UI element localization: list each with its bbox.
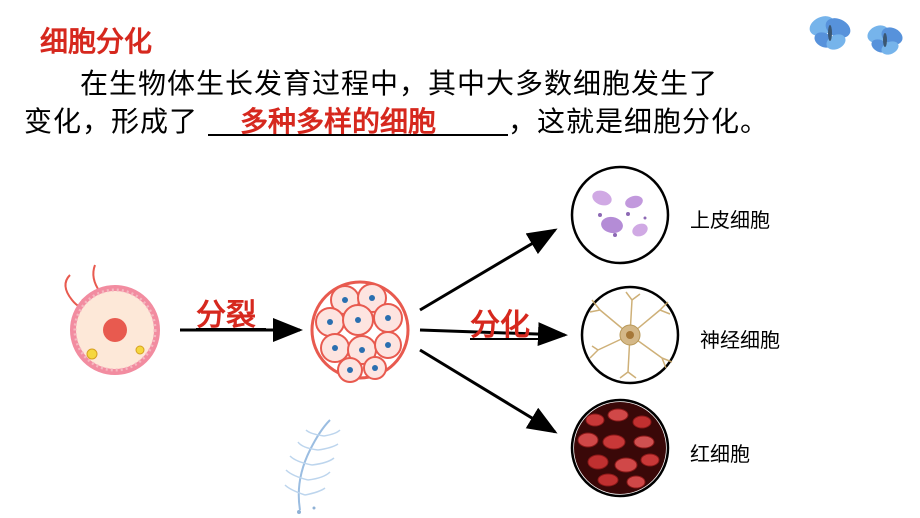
division-label-underline bbox=[196, 328, 266, 330]
butterfly-decoration-1 bbox=[806, 12, 853, 52]
morula-cell-cluster bbox=[312, 282, 408, 382]
zygote-cell bbox=[65, 265, 157, 372]
differentiation-label-underline bbox=[470, 338, 540, 340]
rbc-label: 红细胞 bbox=[690, 438, 750, 467]
neuron-label: 神经细胞 bbox=[700, 324, 780, 353]
butterfly-decoration-2 bbox=[865, 22, 906, 57]
epithelial-label: 上皮细胞 bbox=[690, 204, 770, 233]
arrow-to-epithelial bbox=[420, 230, 555, 310]
diagram-svg bbox=[0, 0, 920, 518]
feather-decoration bbox=[285, 420, 340, 514]
red-blood-cells bbox=[572, 400, 668, 496]
arrow-to-rbc bbox=[420, 350, 555, 432]
epithelial-cell bbox=[572, 167, 668, 263]
neuron-cell bbox=[582, 287, 678, 383]
